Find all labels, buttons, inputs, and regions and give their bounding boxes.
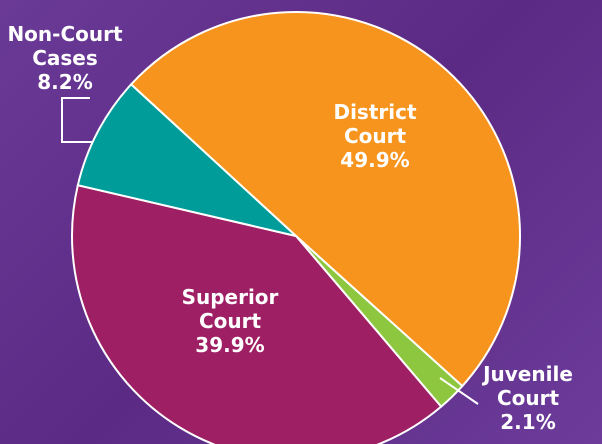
- value-label: 2.1%: [500, 410, 556, 434]
- value-label: 49.9%: [340, 148, 410, 172]
- pie-slice: [129, 10, 521, 388]
- category-name: Non-Court Cases: [7, 22, 123, 70]
- leader-line: [61, 97, 92, 143]
- pie-slice: [76, 82, 300, 238]
- slice-label: Non-Court Cases 8.2%: [0, 22, 130, 94]
- leader-line: [439, 377, 479, 405]
- category-name: Juvenile Court: [483, 362, 573, 410]
- category-name: Superior Court: [181, 285, 279, 333]
- category-name: District Court: [333, 100, 417, 148]
- value-label: 39.9%: [195, 333, 265, 357]
- value-label: 8.2%: [37, 70, 93, 94]
- slice-label: Superior Court 39.9%: [160, 285, 300, 357]
- slice-label: District Court 49.9%: [300, 100, 450, 172]
- pie-slice: [71, 183, 443, 444]
- slice-label: Juvenile Court 2.1%: [478, 362, 578, 434]
